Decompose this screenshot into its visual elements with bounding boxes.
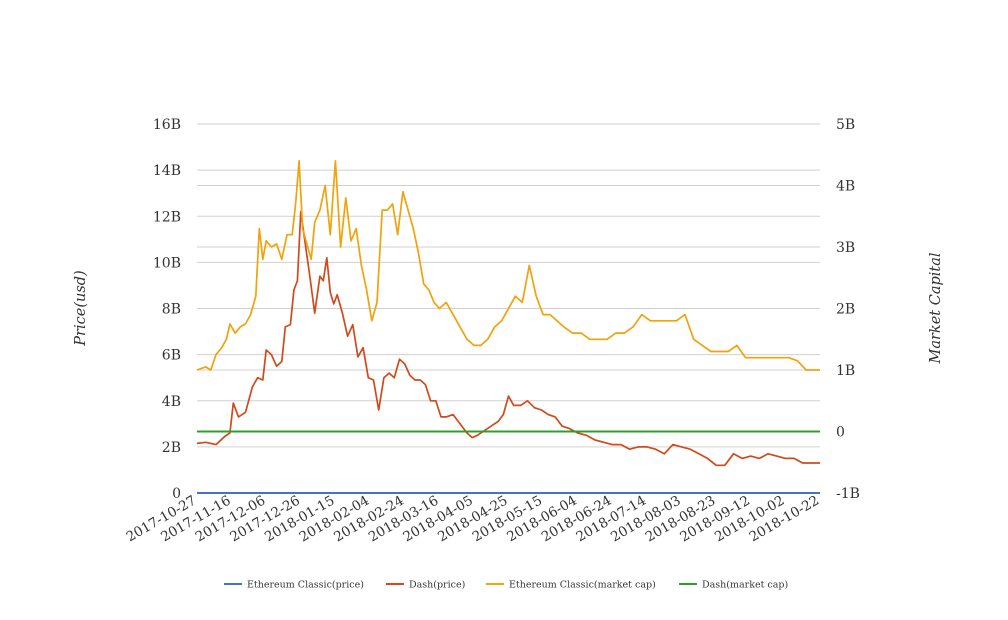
x-axis: 2017-10-272017-11-162017-12-062017-12-26… bbox=[124, 493, 822, 546]
y-right-tick-label: -1B bbox=[836, 486, 860, 502]
legend-label: Ethereum Classic(price) bbox=[247, 580, 364, 591]
legend: Ethereum Classic(price) Dash(price) Ethere… bbox=[224, 580, 788, 591]
legend-item: Ethereum Classic(price) bbox=[224, 580, 364, 591]
y-left-tick-label: 8B bbox=[162, 302, 181, 318]
y-left-tick-label: 12B bbox=[153, 209, 181, 225]
series-line-2 bbox=[196, 210, 820, 467]
y-right-tick-label: 0 bbox=[836, 425, 845, 441]
legend-item: Ethereum Classic(market cap) bbox=[486, 580, 656, 591]
y-axis-right: -1B 0 1B 2B 3B 4B 5B bbox=[836, 117, 860, 502]
y-left-tick-label: 2B bbox=[162, 440, 181, 456]
legend-item: Dash(market cap) bbox=[679, 580, 788, 591]
legend-label: Dash(price) bbox=[409, 580, 465, 591]
y-axis-right-title: Market Capital bbox=[928, 252, 944, 364]
y-left-tick-label: 10B bbox=[153, 255, 181, 271]
y-right-tick-label: 5B bbox=[836, 117, 855, 133]
y-right-tick-label: 3B bbox=[836, 240, 855, 256]
series-lines bbox=[196, 160, 820, 494]
y-axis-left-title: Price(usd) bbox=[73, 270, 89, 346]
legend-label: Ethereum Classic(market cap) bbox=[509, 580, 656, 591]
legend-item: Dash(price) bbox=[386, 580, 465, 591]
series-line-3 bbox=[196, 160, 820, 371]
legend-label: Dash(market cap) bbox=[702, 580, 788, 591]
y-left-tick-label: 14B bbox=[153, 163, 181, 179]
y-right-tick-label: 1B bbox=[836, 363, 855, 379]
y-axis-left: 0 2B 4B 6B 8B 10B 12B 14B 16B bbox=[153, 117, 181, 502]
y-left-tick-label: 0 bbox=[172, 486, 181, 502]
y-left-tick-label: 16B bbox=[153, 117, 181, 133]
y-right-tick-label: 2B bbox=[836, 302, 855, 318]
y-right-tick-label: 4B bbox=[836, 179, 855, 195]
y-left-tick-label: 4B bbox=[162, 394, 181, 410]
y-left-tick-label: 6B bbox=[162, 348, 181, 364]
